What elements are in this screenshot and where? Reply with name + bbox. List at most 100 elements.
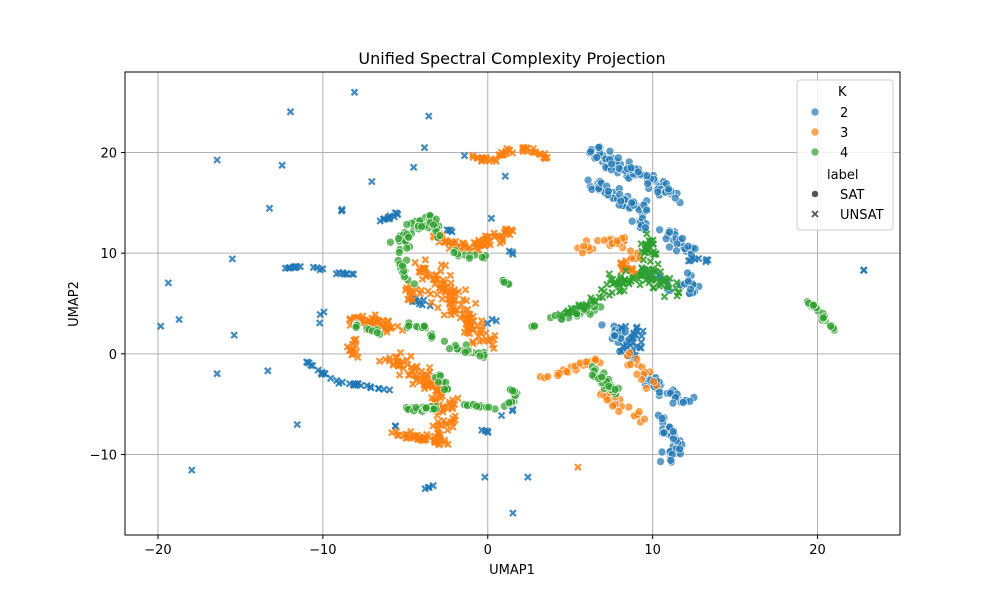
- point-unsat: [418, 275, 427, 283]
- point-unsat: [638, 264, 646, 272]
- point-unsat: [395, 371, 404, 379]
- y-tick-label: 10: [100, 247, 117, 262]
- point-unsat: [647, 249, 656, 257]
- point-sat: [440, 385, 449, 394]
- point-unsat: [342, 270, 351, 278]
- point-sat: [669, 427, 678, 436]
- point-unsat: [468, 338, 477, 346]
- legend-box: [796, 79, 894, 231]
- legend-label-k3: 3: [840, 126, 848, 141]
- legend-entry-k4: 4: [810, 146, 848, 161]
- point-unsat: [391, 422, 400, 430]
- point-sat: [690, 244, 700, 253]
- point-sat: [649, 377, 659, 386]
- legend-label-k2: 2: [840, 106, 848, 121]
- point-unsat: [164, 279, 173, 287]
- point-unsat: [385, 386, 394, 394]
- point-sat: [394, 234, 403, 243]
- legend-entry-sat: SAT: [811, 188, 864, 203]
- point-unsat: [461, 286, 470, 294]
- point-sat: [656, 457, 665, 466]
- legend-label-sat: SAT: [840, 188, 864, 203]
- point-unsat: [660, 292, 669, 301]
- point-sat: [597, 320, 607, 330]
- point-unsat: [318, 265, 327, 273]
- point-sat: [633, 167, 643, 177]
- point-sat: [614, 153, 623, 163]
- point-unsat: [431, 280, 439, 288]
- point-sat: [614, 407, 624, 416]
- point-unsat: [637, 338, 646, 346]
- point-sat: [678, 398, 688, 407]
- point-unsat: [497, 411, 506, 420]
- point-sat: [683, 268, 692, 278]
- point-sat: [530, 321, 539, 331]
- point-unsat: [498, 235, 507, 243]
- point-unsat: [441, 236, 450, 245]
- point-unsat: [465, 310, 473, 319]
- point-sat: [421, 403, 431, 413]
- point-unsat: [460, 151, 469, 160]
- point-sat: [351, 322, 361, 332]
- point-sat: [553, 371, 563, 380]
- grid-lines: [125, 72, 900, 535]
- point-sat: [686, 284, 695, 294]
- point-unsat: [265, 204, 274, 213]
- point-unsat: [466, 243, 474, 252]
- point-unsat: [441, 261, 450, 270]
- point-unsat: [448, 403, 457, 411]
- point-unsat: [326, 374, 335, 383]
- point-sat: [605, 147, 615, 156]
- point-sat: [626, 163, 636, 172]
- point-unsat: [411, 258, 419, 267]
- point-unsat: [213, 156, 221, 164]
- point-unsat: [384, 317, 393, 325]
- point-unsat: [386, 354, 394, 362]
- point-sat: [603, 186, 613, 196]
- point-sat: [429, 404, 439, 414]
- point-unsat: [447, 311, 456, 319]
- point-unsat: [672, 284, 680, 292]
- point-unsat: [622, 266, 630, 275]
- point-sat: [435, 231, 445, 240]
- point-unsat: [469, 312, 477, 321]
- point-unsat: [479, 155, 488, 163]
- point-unsat: [441, 288, 450, 297]
- point-sat: [664, 184, 673, 194]
- point-unsat: [618, 279, 627, 288]
- point-unsat: [636, 281, 644, 289]
- point-unsat: [537, 150, 545, 159]
- point-unsat: [556, 310, 565, 318]
- point-unsat: [646, 257, 655, 266]
- point-sat: [508, 386, 517, 396]
- point-unsat: [286, 108, 295, 116]
- point-unsat: [649, 284, 658, 292]
- point-unsat: [420, 296, 428, 304]
- point-sat: [394, 248, 404, 257]
- point-sat: [808, 300, 818, 310]
- point-unsat: [395, 361, 403, 369]
- point-unsat: [156, 322, 165, 330]
- point-sat: [634, 407, 644, 417]
- point-unsat: [427, 298, 436, 307]
- point-unsat: [480, 240, 488, 249]
- point-sat: [626, 360, 635, 369]
- point-sat: [411, 403, 421, 412]
- point-unsat: [363, 381, 371, 390]
- point-unsat: [421, 256, 430, 264]
- point-unsat: [278, 161, 286, 170]
- point-unsat: [628, 274, 637, 283]
- point-unsat: [436, 267, 445, 275]
- point-unsat: [420, 436, 428, 445]
- point-unsat: [530, 148, 538, 157]
- point-unsat: [469, 151, 477, 160]
- point-unsat: [438, 404, 447, 413]
- point-unsat: [405, 287, 414, 296]
- point-unsat: [446, 271, 455, 280]
- point-unsat: [469, 339, 477, 348]
- point-sat: [655, 225, 664, 235]
- point-sat: [477, 252, 487, 262]
- point-unsat: [466, 319, 475, 327]
- point-unsat: [481, 427, 490, 435]
- point-unsat: [634, 275, 643, 284]
